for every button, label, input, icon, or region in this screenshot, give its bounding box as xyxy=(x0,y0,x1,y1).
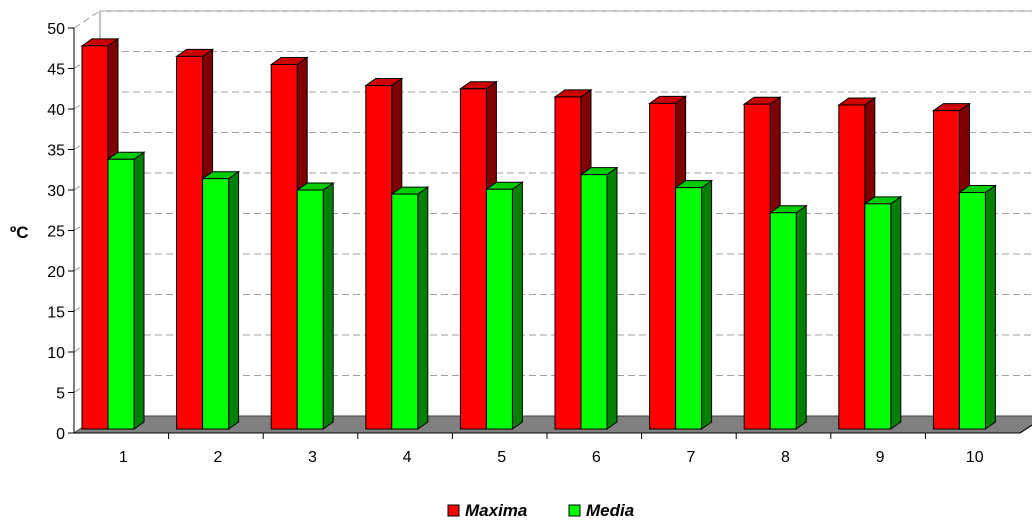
x-tick-label: 10 xyxy=(966,449,984,466)
y-axis-ticks: 0 5 10 15 20 25 30 35 40 45 50 xyxy=(47,21,74,443)
legend-item-maxima: Maxima xyxy=(447,501,527,520)
bar-side xyxy=(795,204,807,430)
x-tick-label: 7 xyxy=(686,449,695,466)
bar-side xyxy=(511,181,523,430)
bar-front xyxy=(864,203,892,430)
bar-side xyxy=(890,195,902,430)
y-tick-label: 20 xyxy=(47,264,65,281)
bar-front xyxy=(769,212,797,430)
bar-side xyxy=(701,179,713,430)
legend: Maxima Media xyxy=(447,501,634,520)
bar-side xyxy=(228,170,240,430)
bar-media xyxy=(390,186,430,430)
bar-media xyxy=(201,170,241,430)
bar-side xyxy=(417,186,429,430)
x-tick-label: 2 xyxy=(213,449,222,466)
bar-side xyxy=(133,151,145,430)
bar-media xyxy=(579,166,619,430)
bar-front xyxy=(554,96,582,430)
x-tick-label: 3 xyxy=(308,449,317,466)
y-tick-label: 5 xyxy=(56,386,65,403)
bar-side xyxy=(322,182,334,430)
y-tick-label: 50 xyxy=(47,21,65,38)
y-tick-label: 45 xyxy=(47,62,65,79)
bar-front xyxy=(459,88,487,430)
bar-media xyxy=(484,181,524,430)
y-tick-label: 35 xyxy=(47,143,65,160)
bar-front xyxy=(485,188,513,430)
y-tick-label: 25 xyxy=(47,224,65,241)
bar-front xyxy=(580,174,608,430)
y-tick-label: 40 xyxy=(47,102,65,119)
x-tick-label: 5 xyxy=(497,449,506,466)
bar-front xyxy=(932,110,960,430)
bars xyxy=(80,37,997,430)
bar-front xyxy=(391,193,419,430)
bar-media xyxy=(295,182,335,430)
bar-media xyxy=(863,195,903,430)
x-tick-label: 6 xyxy=(592,449,601,466)
bar-front xyxy=(838,104,866,430)
bar-front xyxy=(176,55,204,430)
bar-side xyxy=(984,184,996,430)
x-tick-label: 9 xyxy=(876,449,885,466)
bar-front xyxy=(675,187,703,430)
bar-front xyxy=(649,102,677,430)
legend-swatch xyxy=(447,504,460,517)
y-tick-label: 30 xyxy=(47,183,65,200)
bar-media xyxy=(957,184,997,430)
x-axis-depth-line xyxy=(1019,424,1032,434)
x-axis-ticks: 1 2 3 4 5 6 7 8 9 10 xyxy=(119,433,984,466)
y-tick-label: 15 xyxy=(47,305,65,322)
bar-front xyxy=(365,85,393,430)
bar-media xyxy=(674,179,714,430)
bar-front xyxy=(296,189,324,430)
legend-label: Maxima xyxy=(465,501,527,520)
bar-media xyxy=(768,204,808,430)
bar-front xyxy=(743,103,771,430)
x-tick-label: 8 xyxy=(781,449,790,466)
legend-label: Media xyxy=(586,501,634,520)
y-tick-label: 0 xyxy=(56,426,65,443)
bar-media xyxy=(106,151,146,430)
bar-front xyxy=(107,158,135,430)
gridline-diagonal xyxy=(73,10,101,29)
y-axis-label: ºC xyxy=(10,223,29,242)
bar-front xyxy=(958,191,986,430)
bar-front xyxy=(202,178,230,430)
bar-front xyxy=(81,45,109,430)
bar-front xyxy=(270,64,298,430)
legend-item-media: Media xyxy=(568,501,634,520)
bar-side xyxy=(606,166,618,430)
x-tick-label: 4 xyxy=(403,449,412,466)
x-tick-label: 1 xyxy=(119,449,128,466)
legend-swatch xyxy=(568,504,581,517)
y-tick-label: 10 xyxy=(47,345,65,362)
